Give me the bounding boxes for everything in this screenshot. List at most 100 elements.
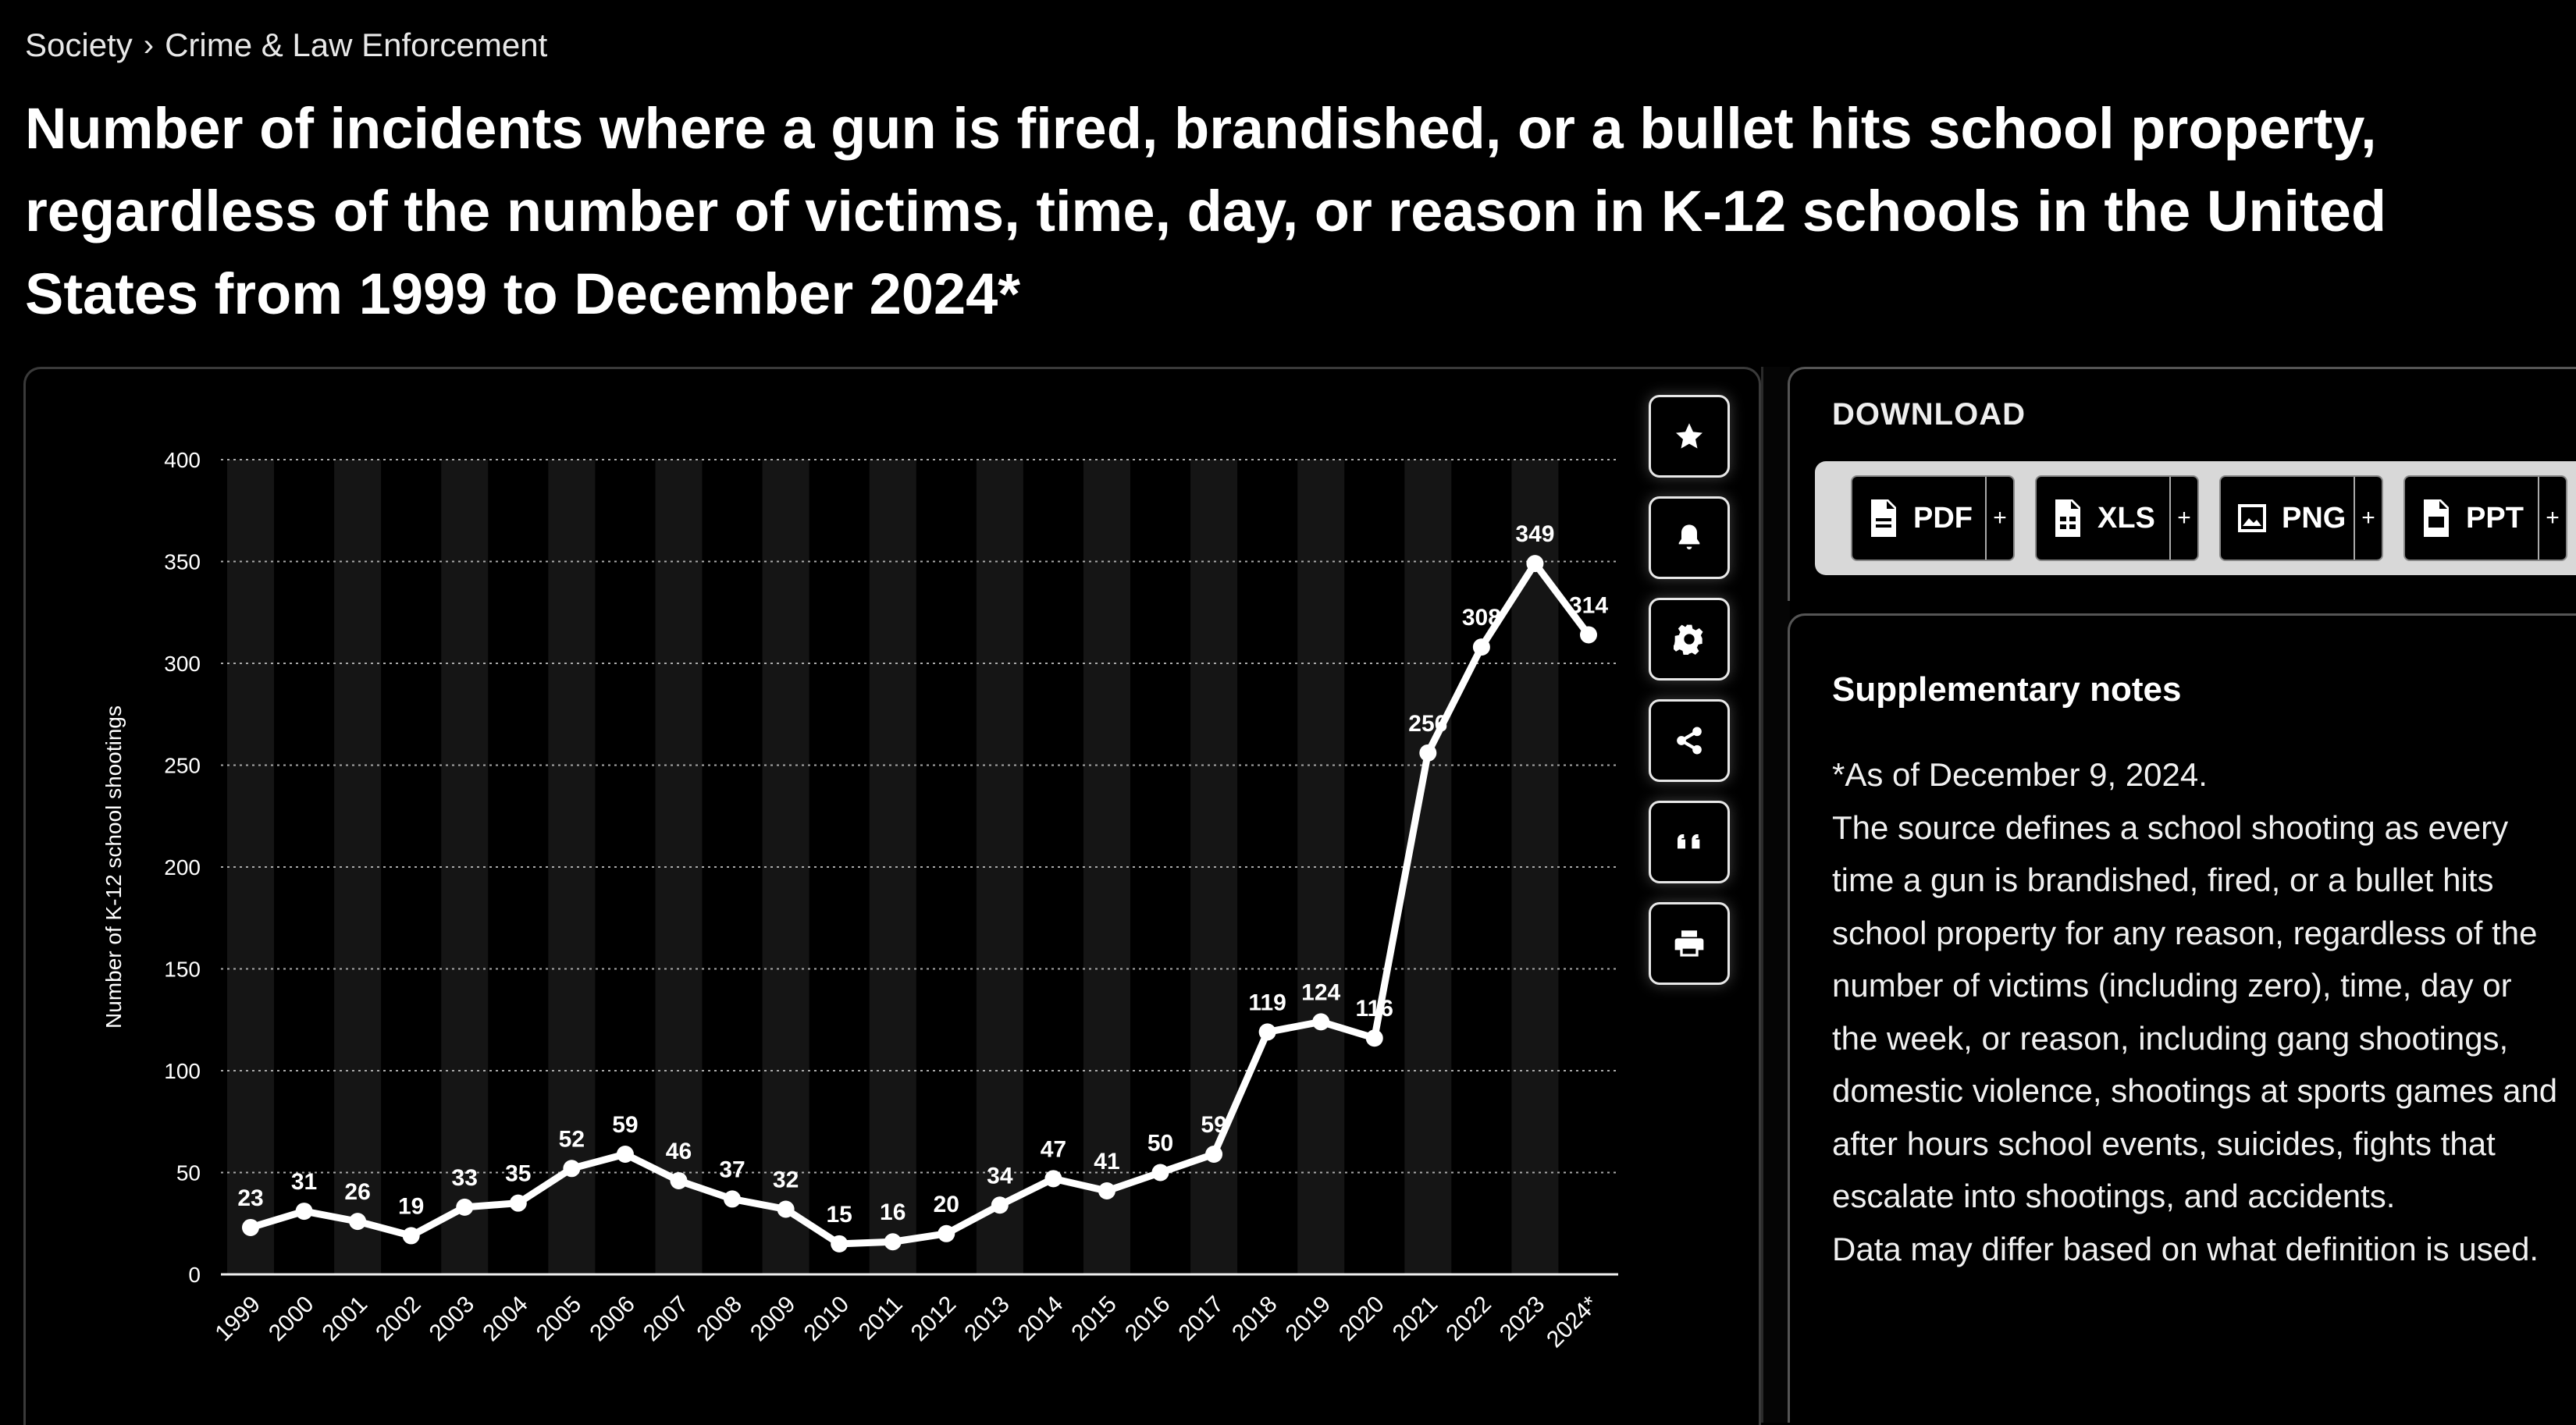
y-tick-label: 400: [164, 448, 201, 472]
favorite-button[interactable]: [1649, 395, 1730, 478]
data-label: 314: [1569, 592, 1608, 618]
y-tick-label: 200: [164, 855, 201, 880]
notes-paragraph-date: *As of December 9, 2024.: [1832, 756, 2208, 793]
supplementary-notes-panel: Supplementary notes *As of December 9, 2…: [1788, 613, 2576, 1423]
data-label: 47: [1041, 1136, 1066, 1162]
breadcrumb-society-link[interactable]: Society: [25, 27, 133, 63]
data-label: 59: [612, 1112, 638, 1138]
x-tick-label: 2002: [371, 1292, 426, 1347]
data-point: [295, 1203, 313, 1221]
chart-panel: 0 50 100 150 200 250 300 350 400 Number of K-12 s…: [23, 367, 1761, 1425]
bell-icon: [1678, 524, 1700, 549]
data-point: [1098, 1182, 1115, 1199]
y-tick-label: 300: [164, 652, 201, 676]
x-tick-label: 2021: [1388, 1292, 1443, 1347]
settings-button[interactable]: [1649, 598, 1730, 681]
x-tick-label: 2001: [318, 1292, 373, 1347]
data-label: 19: [398, 1193, 424, 1219]
xls-file-icon: [2055, 499, 2080, 537]
x-tick-label: 2017: [1173, 1292, 1229, 1347]
x-tick-label: 2009: [745, 1292, 801, 1347]
data-label: 46: [666, 1139, 692, 1164]
data-label: 50: [1147, 1131, 1173, 1157]
print-icon: [1674, 930, 1704, 957]
x-tick-label: 2007: [639, 1292, 694, 1347]
cite-button[interactable]: [1649, 801, 1730, 883]
data-point: [670, 1171, 688, 1189]
data-point: [1419, 744, 1437, 762]
png-options[interactable]: +: [2354, 477, 2382, 560]
data-point: [777, 1200, 795, 1218]
series-line: [247, 560, 1592, 1248]
data-point: [938, 1224, 955, 1242]
data-point: [724, 1190, 742, 1208]
download-xls-button[interactable]: XLS +: [2035, 475, 2199, 561]
data-point: [616, 1146, 634, 1164]
data-label: 15: [826, 1202, 852, 1228]
notification-button[interactable]: [1649, 496, 1730, 579]
pdf-options[interactable]: +: [1985, 477, 2013, 560]
data-point: [991, 1196, 1009, 1214]
y-axis-title: Number of K-12 school shootings: [101, 705, 126, 1029]
png-label: PNG: [2282, 501, 2347, 535]
data-point: [1526, 555, 1544, 573]
data-label: 20: [934, 1192, 959, 1217]
data-label: 33: [452, 1165, 478, 1191]
data-label: 23: [237, 1185, 263, 1211]
data-label: 32: [773, 1167, 799, 1192]
data-label: 349: [1515, 521, 1554, 547]
data-label: 26: [344, 1179, 370, 1205]
panel-divider: [1761, 367, 1790, 1423]
download-ppt-button[interactable]: PPT +: [2403, 475, 2567, 561]
download-buttons: PDF + XLS + PNG + PPT +: [1815, 461, 2576, 575]
data-label: 308: [1462, 605, 1501, 631]
y-tick-label: 50: [176, 1161, 201, 1185]
x-tick-label: 2014: [1013, 1292, 1069, 1347]
download-png-button[interactable]: PNG +: [2219, 475, 2383, 561]
x-tick-label: 2013: [959, 1292, 1015, 1347]
breadcrumb-category-link[interactable]: Crime & Law Enforcement: [165, 27, 548, 63]
print-button[interactable]: [1649, 902, 1730, 985]
x-tick-label: 2016: [1120, 1292, 1176, 1347]
data-point: [456, 1198, 474, 1216]
star-icon: [1676, 423, 1703, 449]
page-title: Number of incidents where a gun is fired…: [25, 96, 2387, 326]
data-point: [509, 1194, 527, 1212]
data-label: 116: [1356, 996, 1393, 1022]
x-tick-label: 2005: [532, 1292, 587, 1347]
x-tick-label: 2003: [425, 1292, 480, 1347]
x-tick-label: 2004: [478, 1292, 533, 1347]
x-tick-label: 2000: [264, 1292, 319, 1347]
pdf-file-icon: [1871, 499, 1896, 537]
xls-options[interactable]: +: [2169, 477, 2197, 560]
data-point: [349, 1213, 367, 1231]
notes-paragraph-definition: The source defines a school shooting as …: [1832, 808, 2558, 1215]
x-tick-label: 2022: [1441, 1292, 1496, 1347]
y-tick-label: 150: [164, 958, 201, 982]
x-tick-label: 2023: [1495, 1292, 1550, 1347]
data-label: 256: [1408, 711, 1447, 737]
data-point: [1365, 1029, 1383, 1047]
x-tick-label: 1999: [210, 1292, 265, 1347]
y-tick-label: 350: [164, 550, 201, 574]
x-tick-label: 2006: [585, 1292, 640, 1347]
data-point: [831, 1235, 849, 1253]
x-tick-label: 2010: [799, 1292, 855, 1347]
data-label: 41: [1094, 1149, 1119, 1174]
data-label: 37: [719, 1157, 745, 1182]
ppt-options[interactable]: +: [2538, 477, 2566, 560]
data-label: 119: [1248, 990, 1286, 1015]
breadcrumb: Society › Crime & Law Enforcement: [25, 27, 547, 64]
share-button[interactable]: [1649, 699, 1730, 782]
data-label: 35: [505, 1161, 531, 1187]
notes-body: *As of December 9, 2024. The source defi…: [1832, 748, 2558, 1275]
data-label: 16: [880, 1199, 906, 1225]
x-tick-label: 2020: [1334, 1292, 1389, 1347]
chart-toolbar: [1649, 395, 1731, 985]
gear-icon: [1674, 624, 1703, 655]
download-pdf-button[interactable]: PDF +: [1851, 475, 2015, 561]
png-file-icon: [2238, 504, 2266, 532]
data-label: 59: [1201, 1112, 1226, 1138]
quote-icon: [1678, 834, 1700, 849]
